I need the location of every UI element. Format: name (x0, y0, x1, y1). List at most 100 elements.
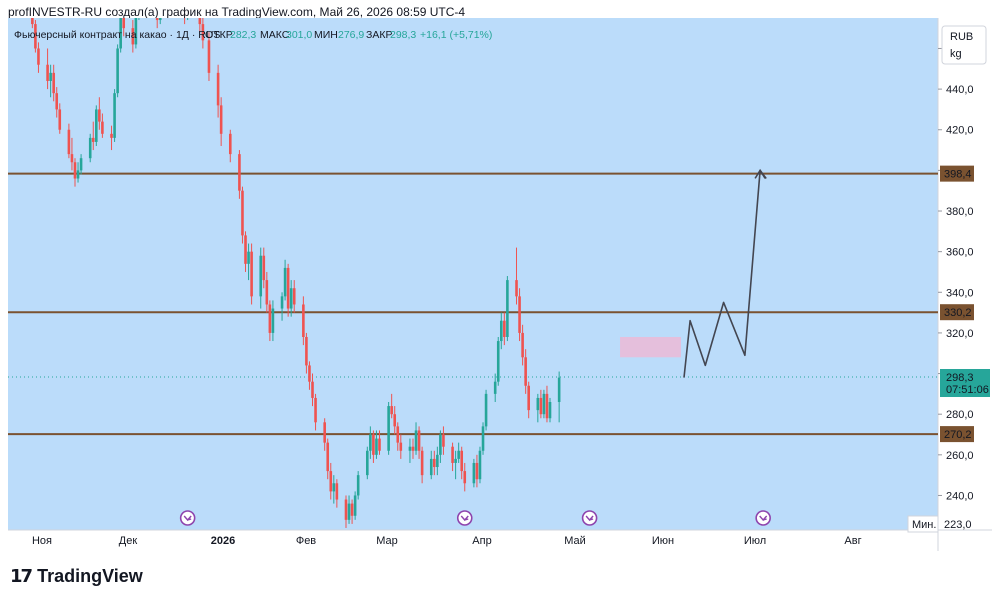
candle[interactable] (31, 18, 34, 29)
candle[interactable] (119, 18, 122, 53)
candle[interactable] (73, 158, 77, 187)
candle[interactable] (158, 18, 162, 25)
candle[interactable] (283, 259, 287, 301)
candle[interactable] (335, 479, 339, 508)
candle[interactable] (396, 422, 400, 451)
candle[interactable] (113, 89, 116, 142)
candle[interactable] (280, 292, 284, 321)
candle[interactable] (311, 373, 314, 407)
candle[interactable] (79, 154, 83, 175)
candle[interactable] (545, 385, 549, 423)
candle[interactable] (302, 296, 305, 346)
candle[interactable] (472, 458, 476, 488)
candle[interactable] (49, 64, 52, 98)
candle[interactable] (399, 434, 403, 459)
candle[interactable] (228, 129, 232, 163)
supply-zone[interactable] (620, 336, 681, 358)
candle[interactable] (198, 18, 202, 33)
candle[interactable] (289, 280, 293, 317)
candle[interactable] (268, 300, 272, 342)
candle[interactable] (442, 426, 445, 455)
candle[interactable] (366, 446, 369, 480)
currency-unit-button[interactable] (941, 25, 987, 65)
candle[interactable] (524, 349, 527, 394)
arrow-circle-icon[interactable] (581, 510, 598, 526)
candle[interactable] (460, 446, 464, 480)
candle[interactable] (314, 393, 317, 431)
candle[interactable] (414, 422, 418, 455)
candle[interactable] (411, 438, 415, 459)
candle[interactable] (451, 442, 454, 472)
candle[interactable] (436, 446, 439, 476)
candle[interactable] (207, 32, 211, 81)
candle[interactable] (101, 113, 104, 138)
candle[interactable] (518, 288, 521, 342)
candle[interactable] (326, 438, 330, 480)
candle[interactable] (67, 123, 71, 159)
candle[interactable] (286, 263, 290, 317)
candle[interactable] (52, 64, 55, 102)
candle[interactable] (375, 430, 378, 459)
candle[interactable] (70, 137, 74, 171)
candle[interactable] (155, 18, 159, 29)
candle[interactable] (88, 133, 92, 163)
candle[interactable] (387, 402, 390, 455)
candle[interactable] (454, 450, 457, 480)
candle[interactable] (417, 426, 421, 459)
candle[interactable] (110, 125, 113, 151)
candle[interactable] (457, 442, 460, 463)
candle[interactable] (493, 373, 497, 402)
candle[interactable] (271, 300, 275, 342)
candle[interactable] (393, 406, 397, 435)
candle[interactable] (463, 462, 467, 492)
candle[interactable] (539, 389, 543, 419)
candle[interactable] (122, 18, 126, 37)
arrow-circle-icon[interactable] (179, 510, 196, 526)
candle[interactable] (536, 393, 540, 423)
candle[interactable] (496, 336, 500, 386)
candle[interactable] (557, 371, 561, 423)
candle[interactable] (308, 361, 311, 390)
candle[interactable] (408, 438, 412, 463)
candle[interactable] (247, 243, 250, 281)
candle[interactable] (515, 247, 518, 305)
candle[interactable] (250, 243, 253, 305)
candle[interactable] (116, 44, 119, 98)
candle[interactable] (244, 231, 247, 272)
candle[interactable] (350, 499, 354, 524)
candle[interactable] (259, 247, 263, 309)
candle[interactable] (353, 491, 357, 520)
candle[interactable] (95, 105, 98, 146)
candle[interactable] (91, 121, 95, 151)
candle[interactable] (344, 495, 348, 528)
candle[interactable] (484, 389, 488, 431)
candle[interactable] (478, 446, 482, 484)
candle[interactable] (292, 280, 296, 313)
candle[interactable] (499, 312, 503, 350)
candle[interactable] (347, 495, 351, 524)
candle[interactable] (37, 42, 40, 73)
candle[interactable] (439, 430, 442, 463)
candle[interactable] (521, 324, 524, 366)
candle[interactable] (34, 20, 37, 53)
candle[interactable] (134, 18, 138, 49)
candle[interactable] (55, 87, 59, 118)
candle[interactable] (46, 48, 49, 90)
tradingview-logo[interactable]: 17 TradingView (10, 566, 143, 587)
candle[interactable] (323, 418, 326, 451)
candle[interactable] (265, 271, 269, 313)
candle[interactable] (131, 20, 135, 53)
arrow-circle-icon[interactable] (456, 510, 473, 526)
candle[interactable] (503, 312, 506, 346)
candle[interactable] (58, 103, 62, 134)
candle[interactable] (332, 475, 336, 504)
candle[interactable] (201, 18, 205, 49)
candle[interactable] (76, 162, 80, 183)
candle[interactable] (475, 454, 479, 488)
candle[interactable] (238, 150, 241, 199)
candle[interactable] (356, 471, 360, 500)
arrow-circle-icon[interactable] (755, 510, 771, 526)
candle[interactable] (542, 389, 546, 419)
candle[interactable] (262, 247, 266, 289)
